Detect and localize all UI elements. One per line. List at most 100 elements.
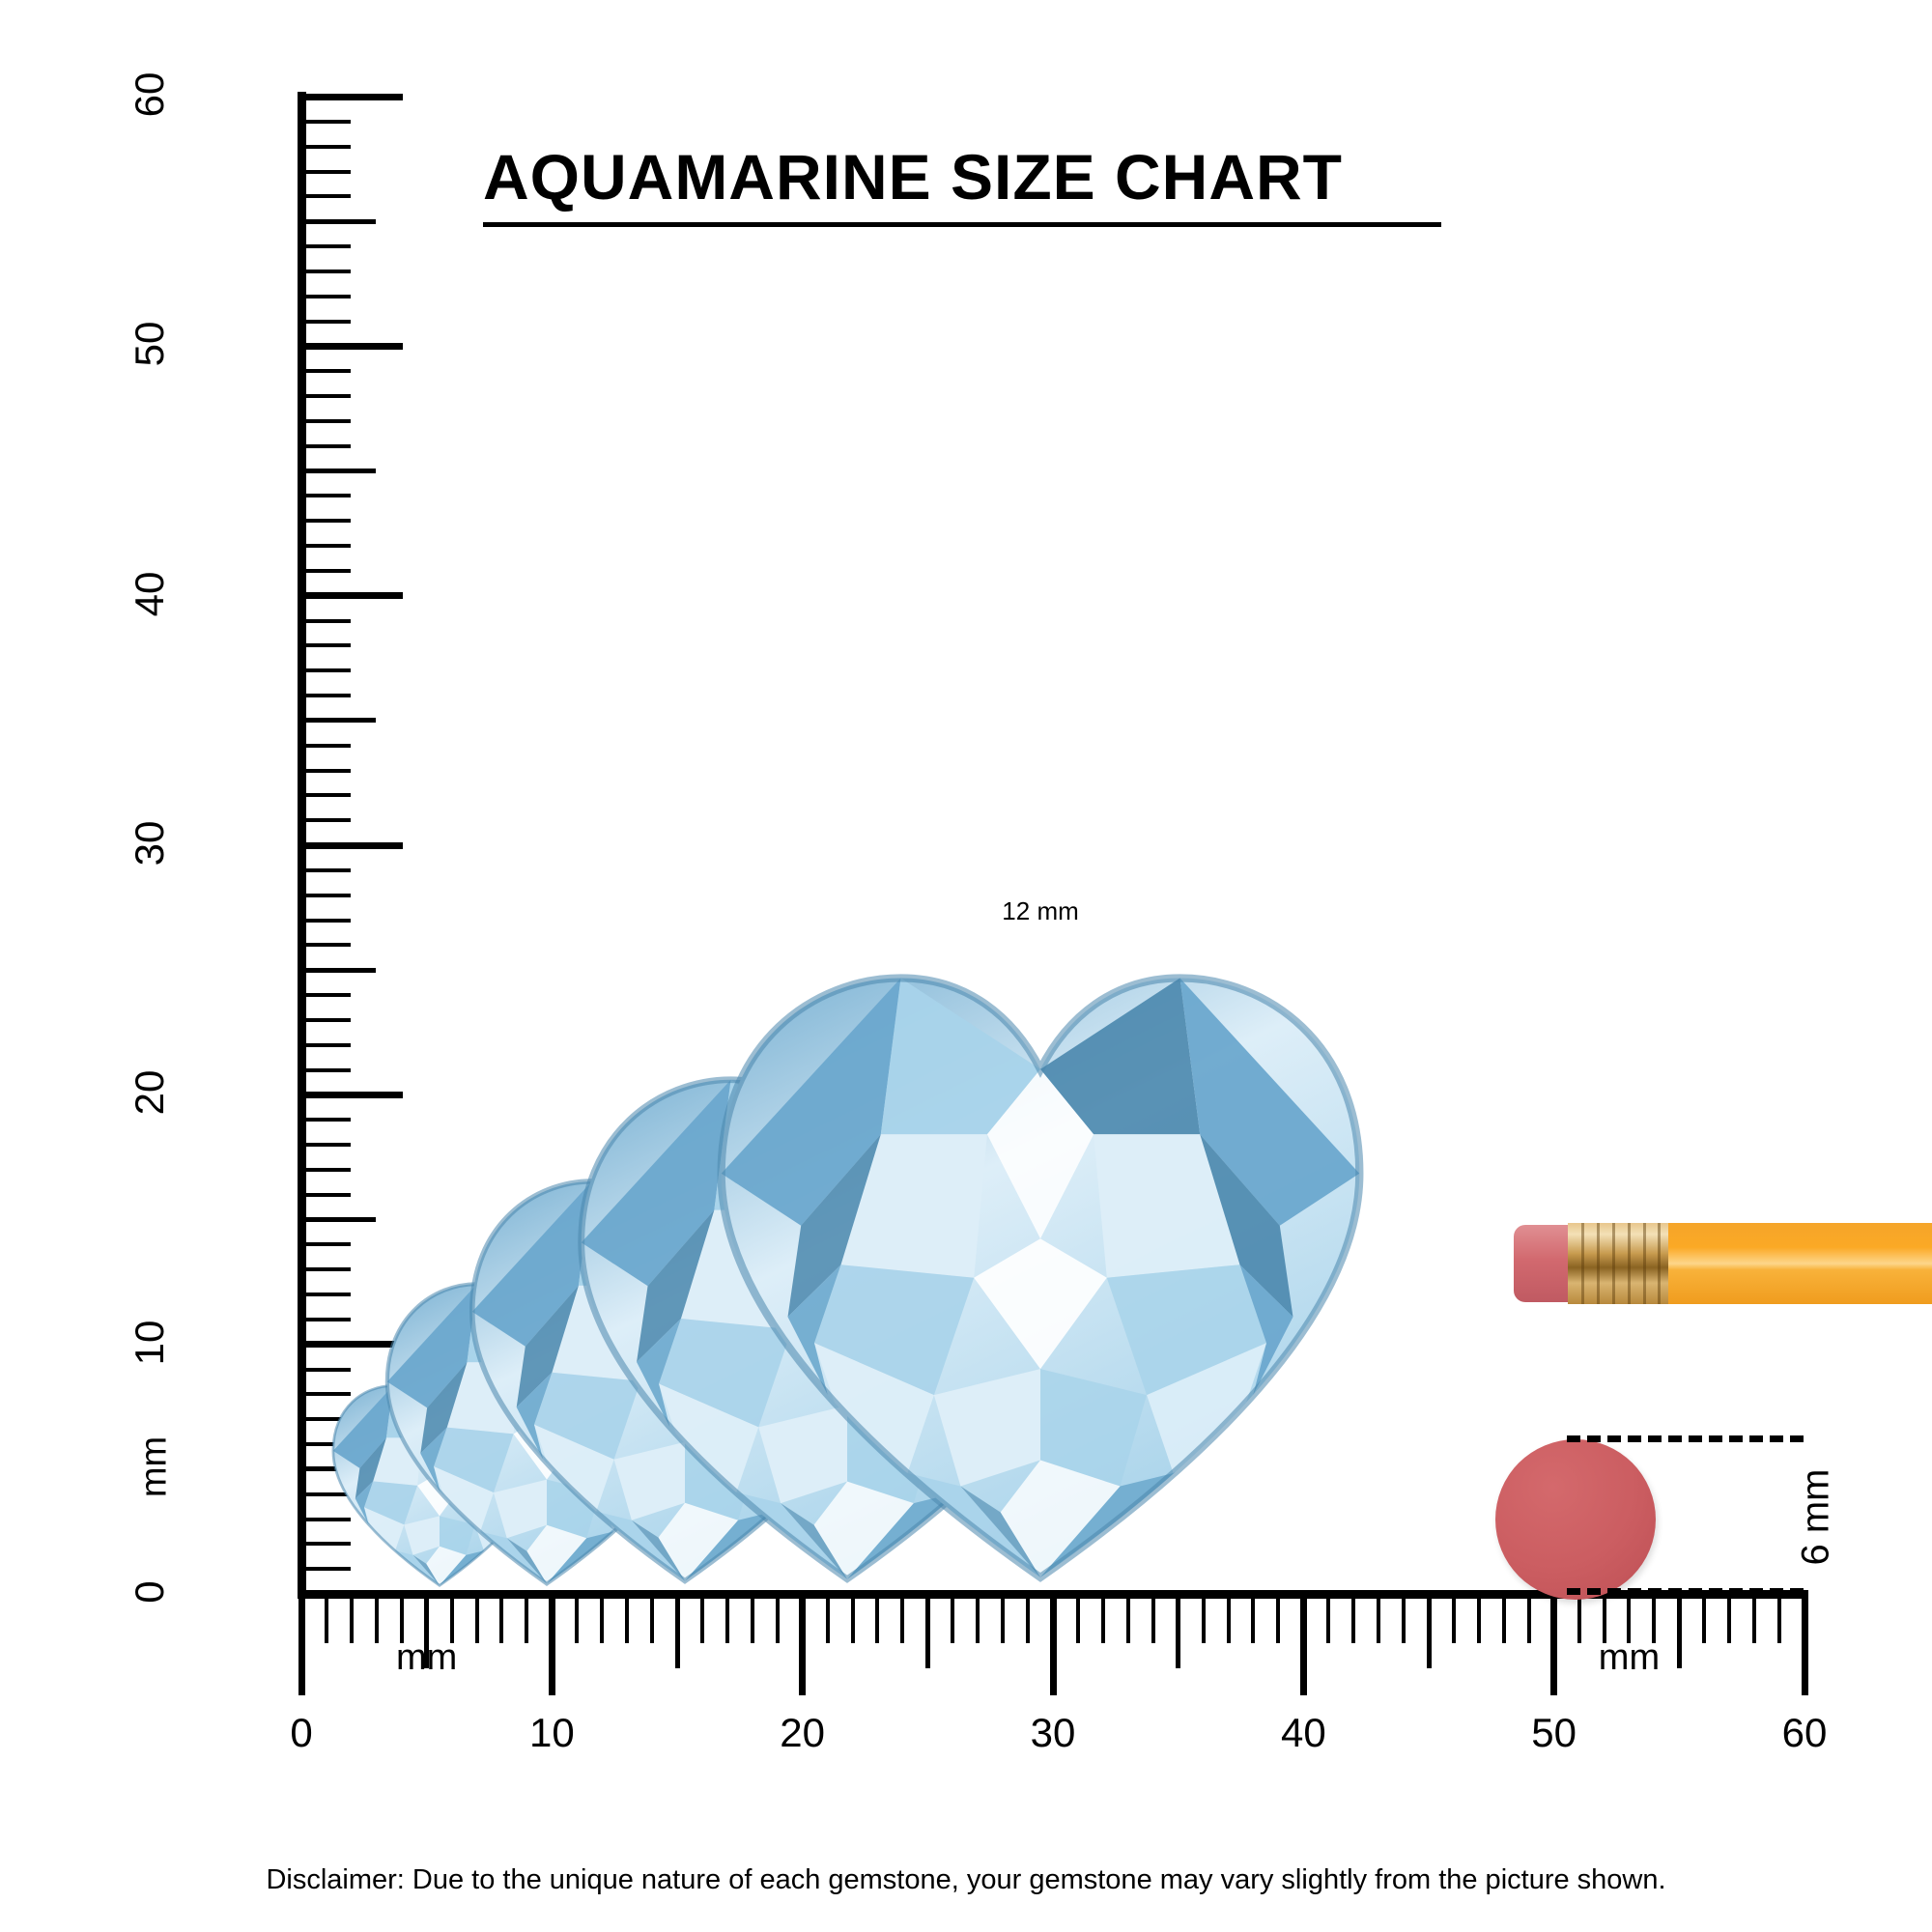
eraser-size-callout: 6 mm: [1739, 1439, 1893, 1594]
vertical-ruler-label-60: 60: [127, 71, 172, 118]
horizontal-tick-29: [1026, 1599, 1031, 1643]
horizontal-tick-36: [1201, 1599, 1206, 1643]
horizontal-tick-10: [548, 1599, 555, 1695]
vertical-tick-2: [306, 1542, 351, 1547]
horizontal-tick-7: [474, 1599, 479, 1643]
horizontal-tick-18: [750, 1599, 754, 1643]
vertical-tick-36: [306, 694, 351, 697]
vertical-tick-15: [306, 1217, 376, 1222]
vertical-tick-55: [306, 218, 376, 224]
vertical-tick-47: [306, 418, 351, 423]
vertical-tick-38: [306, 643, 351, 648]
pencil-body: [1668, 1223, 1932, 1304]
vertical-tick-16: [306, 1192, 351, 1197]
horizontal-tick-58: [1752, 1599, 1757, 1643]
horizontal-tick-39: [1276, 1599, 1281, 1643]
vertical-tick-8: [306, 1392, 351, 1397]
horizontal-ruler-unit-label: mm: [1598, 1637, 1661, 1678]
horizontal-tick-1: [324, 1599, 328, 1643]
vertical-tick-13: [306, 1267, 351, 1272]
vertical-tick-51: [306, 319, 351, 324]
eraser-disc-reference: [1495, 1439, 1656, 1600]
horizontal-tick-13: [625, 1599, 630, 1643]
horizontal-ruler-label-20: 20: [780, 1710, 826, 1755]
horizontal-tick-57: [1727, 1599, 1732, 1643]
horizontal-tick-49: [1526, 1599, 1531, 1643]
horizontal-tick-51: [1577, 1599, 1581, 1643]
vertical-tick-30: [306, 841, 403, 849]
vertical-tick-28: [306, 893, 351, 897]
horizontal-tick-50: [1550, 1599, 1558, 1695]
vertical-tick-35: [306, 718, 376, 724]
vertical-tick-53: [306, 269, 351, 273]
horizontal-ruler-label-50: 50: [1531, 1710, 1577, 1755]
horizontal-tick-33: [1125, 1599, 1130, 1643]
vertical-tick-46: [306, 443, 351, 448]
horizontal-tick-8: [499, 1599, 504, 1643]
vertical-tick-32: [306, 793, 351, 798]
vertical-tick-27: [306, 918, 351, 923]
horizontal-tick-59: [1777, 1599, 1782, 1643]
horizontal-tick-14: [650, 1599, 655, 1643]
horizontal-ruler-label-0: 0: [290, 1710, 313, 1755]
horizontal-tick-32: [1100, 1599, 1105, 1643]
vertical-ruler-unit-label: mm: [133, 1435, 175, 1497]
horizontal-tick-41: [1326, 1599, 1331, 1643]
gemstone-4: [717, 973, 1364, 1582]
vertical-tick-57: [306, 169, 351, 174]
vertical-tick-42: [306, 544, 351, 548]
page-title-text: AQUAMARINE SIZE CHART: [483, 141, 1343, 213]
vertical-tick-29: [306, 867, 351, 872]
vertical-ruler-label-10: 10: [127, 1320, 172, 1366]
vertical-tick-19: [306, 1118, 351, 1122]
vertical-tick-20: [306, 1091, 403, 1098]
horizontal-tick-5: [424, 1599, 430, 1668]
horizontal-tick-45: [1426, 1599, 1432, 1668]
horizontal-tick-55: [1676, 1599, 1682, 1668]
vertical-tick-0: [306, 1590, 403, 1598]
gemstone-label-12mm: 12 mm: [1002, 895, 1079, 925]
horizontal-tick-4: [399, 1599, 404, 1643]
horizontal-tick-6: [449, 1599, 454, 1643]
vertical-tick-52: [306, 294, 351, 298]
horizontal-tick-52: [1602, 1599, 1606, 1643]
vertical-tick-33: [306, 768, 351, 773]
vertical-tick-10: [306, 1341, 403, 1349]
horizontal-tick-0: [298, 1599, 305, 1695]
horizontal-tick-20: [799, 1599, 807, 1695]
vertical-tick-54: [306, 244, 351, 248]
horizontal-tick-15: [674, 1599, 680, 1668]
horizontal-tick-42: [1351, 1599, 1356, 1643]
horizontal-tick-34: [1151, 1599, 1155, 1643]
horizontal-tick-35: [1176, 1599, 1181, 1668]
vertical-tick-49: [306, 369, 351, 374]
horizontal-ruler-unit-label: mm: [396, 1637, 458, 1678]
horizontal-tick-46: [1451, 1599, 1456, 1643]
pencil-ferrule: [1568, 1223, 1670, 1304]
horizontal-tick-37: [1226, 1599, 1231, 1643]
vertical-tick-25: [306, 967, 376, 973]
vertical-axis-line: [298, 92, 306, 1599]
vertical-tick-18: [306, 1143, 351, 1147]
horizontal-tick-30: [1049, 1599, 1057, 1695]
vertical-tick-22: [306, 1042, 351, 1047]
horizontal-tick-43: [1377, 1599, 1381, 1643]
horizontal-tick-25: [924, 1599, 930, 1668]
vertical-ruler-label-50: 50: [127, 321, 172, 367]
callout-dashed-line-top: [1567, 1435, 1804, 1442]
callout-dashed-line-bottom: [1567, 1588, 1804, 1595]
horizontal-tick-19: [775, 1599, 780, 1643]
vertical-tick-40: [306, 592, 403, 600]
vertical-tick-23: [306, 1017, 351, 1022]
vertical-tick-44: [306, 494, 351, 498]
vertical-tick-14: [306, 1242, 351, 1247]
horizontal-tick-28: [1001, 1599, 1006, 1643]
vertical-tick-11: [306, 1317, 351, 1321]
vertical-tick-58: [306, 144, 351, 149]
vertical-tick-39: [306, 618, 351, 623]
vertical-ruler-label-30: 30: [127, 820, 172, 867]
vertical-tick-56: [306, 194, 351, 199]
horizontal-tick-16: [699, 1599, 704, 1643]
eraser-size-callout-label: 6 mm: [1794, 1468, 1837, 1565]
